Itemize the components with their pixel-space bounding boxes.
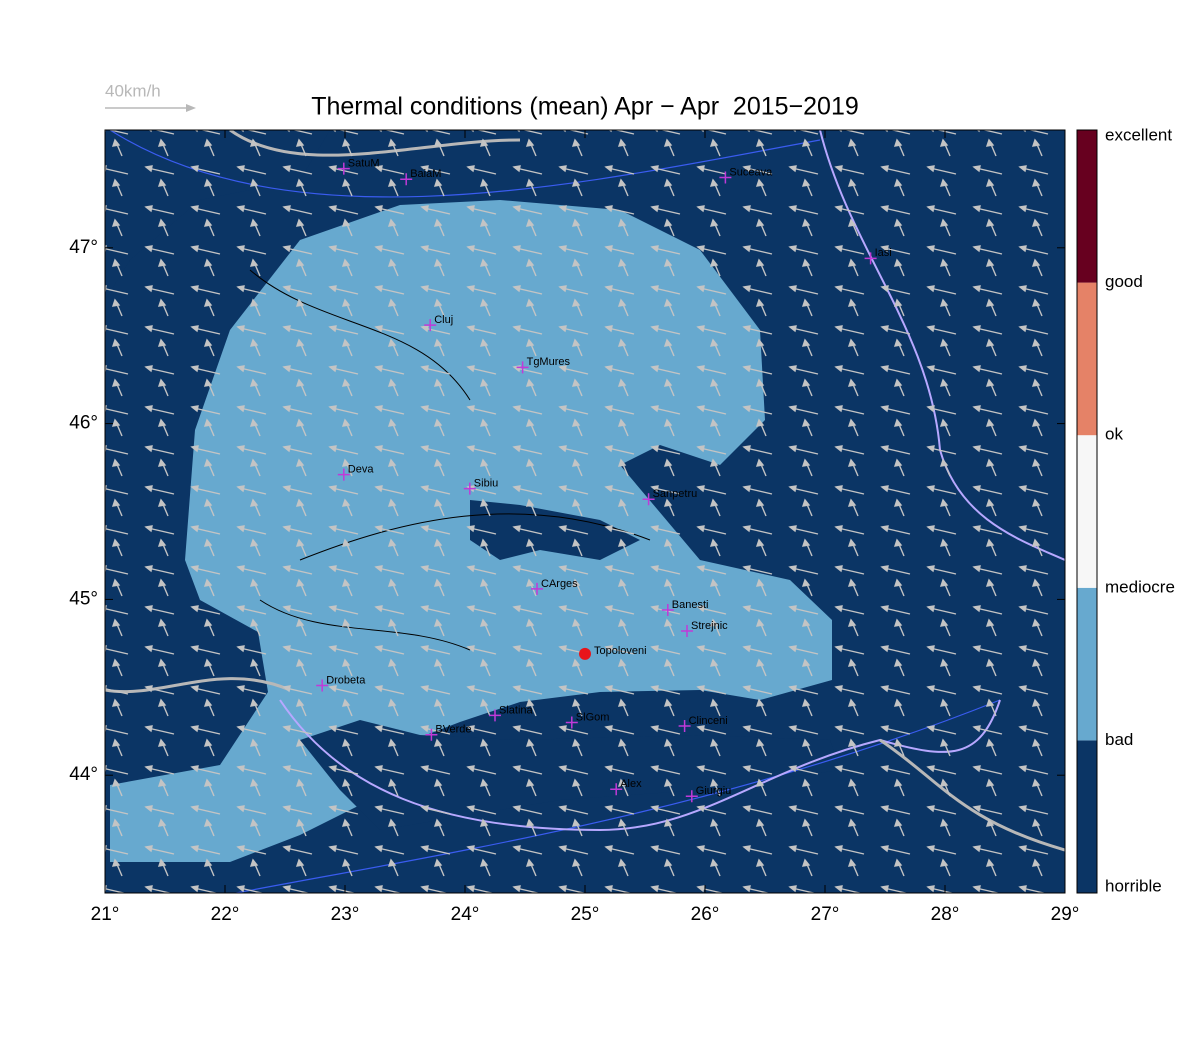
city-marker [400, 173, 413, 186]
city-label: Clinceni [689, 715, 728, 727]
city-label: Sanpetru [653, 488, 698, 500]
city-marker [661, 603, 674, 616]
colorbar-label: bad [1105, 730, 1133, 749]
city-marker [337, 162, 350, 175]
city-marker [678, 719, 691, 732]
colorbar-band [1077, 130, 1097, 283]
city-label: TgMures [527, 356, 571, 368]
city-label: Deva [348, 463, 375, 475]
x-tick-label: 26° [691, 904, 720, 925]
colorbar-label: horrible [1105, 876, 1162, 895]
colorbar-band [1077, 740, 1097, 893]
wind-scale-label: 40km/h [105, 81, 161, 100]
x-tick-label: 29° [1051, 904, 1080, 925]
colorbar-frame [1076, 129, 1098, 894]
x-tick-label: 25° [571, 904, 600, 925]
city-marker [719, 171, 732, 184]
city-marker [516, 361, 529, 374]
x-tick-label: 21° [91, 904, 120, 925]
wind-scale-arrowhead [186, 104, 196, 112]
y-tick-label: 47° [69, 237, 98, 258]
colorbar-band [1077, 435, 1097, 588]
highlight-marker [579, 647, 591, 660]
city-label: BVerde [435, 724, 471, 736]
colorbar-label: ok [1105, 425, 1123, 444]
city-marker [642, 493, 655, 506]
city-marker [316, 679, 329, 692]
city-label: Suceava [729, 166, 773, 178]
city-marker [610, 783, 623, 796]
city-marker [681, 625, 693, 638]
city-label: Drobeta [326, 674, 366, 686]
colorbar-band [1077, 587, 1097, 741]
city-marker [531, 582, 543, 595]
y-tick-label: 46° [69, 413, 98, 434]
city-label: Slatina [499, 704, 534, 716]
city-label: Iasi [875, 247, 892, 259]
city-marker [425, 728, 438, 741]
city-label: Alex [620, 778, 642, 790]
city-marker [489, 709, 501, 722]
x-tick-label: 24° [451, 904, 480, 925]
city-marker [337, 468, 350, 481]
city-marker [424, 319, 437, 332]
x-tick-label: 27° [811, 904, 840, 925]
city-label: Strejnic [691, 620, 728, 632]
city-label: CArges [541, 578, 578, 590]
overlay: 21° 22° 23° 24° 25° 26° 27° 28° 29° 44° 45° 46° 47° S… [69, 125, 1175, 925]
colorbar-label: mediocre [1105, 577, 1175, 596]
map-layers [105, 130, 1065, 893]
colorbar-band [1077, 282, 1097, 436]
city-marker [565, 716, 578, 729]
city-marker [864, 252, 877, 265]
city-label: Banesti [672, 599, 709, 611]
x-tick-label: 23° [331, 904, 360, 925]
x-tick-label: 28° [931, 904, 960, 925]
highlight-label: Topoloveni [594, 645, 647, 657]
wind-arrows [105, 130, 1065, 893]
x-tick-label: 22° [211, 904, 240, 925]
city-label: SlGom [576, 711, 610, 723]
colorbar-label: excellent [1105, 125, 1172, 144]
city-marker [463, 482, 476, 495]
city-label: SatuM [348, 158, 380, 170]
y-tick-label: 44° [69, 764, 98, 785]
city-label: Giurgiu [696, 785, 731, 797]
map-title: Thermal conditions (mean) Apr − Apr 2015… [311, 93, 859, 121]
colorbar-label: good [1105, 272, 1143, 291]
city-label: Cluj [434, 314, 453, 326]
city-label: Sibiu [474, 478, 498, 490]
city-marker [685, 790, 698, 803]
y-tick-label: 45° [69, 588, 98, 609]
city-label: BaiaM [410, 168, 441, 180]
